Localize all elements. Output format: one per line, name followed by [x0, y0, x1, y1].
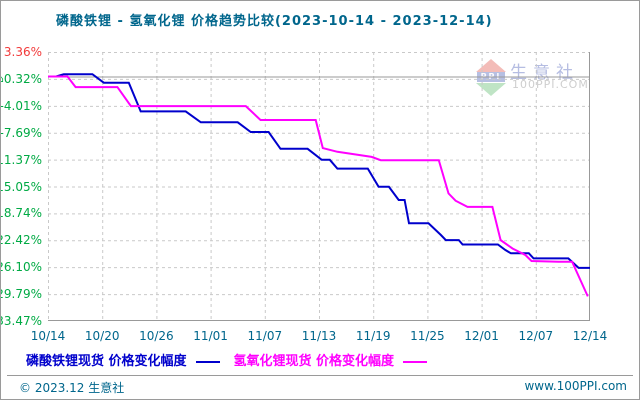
legend-line-swatch: [403, 360, 428, 363]
x-tick-label: 11/13: [301, 329, 337, 343]
x-tick-label: 11/25: [410, 329, 445, 343]
plot-canvas: [48, 52, 590, 321]
legend: 磷酸铁锂现货 价格变化幅度 氢氧化锂现货 价格变化幅度: [26, 350, 441, 369]
legend-item-0: 磷酸铁锂现货 价格变化幅度: [26, 350, 220, 369]
y-tick-label: 3.36%: [3, 45, 42, 59]
plot-area: PPI 生意社 100PPI.COM: [48, 52, 590, 321]
y-tick-label: -4.01%: [0, 98, 42, 113]
x-tick-label: 11/07: [247, 329, 283, 343]
logo-triangle-down: [476, 83, 506, 96]
home-marker-icon: ⌂: [1, 74, 4, 85]
x-tick-label: 11/01: [193, 329, 228, 343]
legend-label: 磷酸铁锂现货 价格变化幅度: [26, 354, 187, 369]
watermark-brand-text: 生意社: [510, 63, 579, 83]
chart-title: 磷酸铁锂 - 氢氧化锂 价格趋势比较(2023-10-14 - 2023-12-…: [56, 14, 493, 29]
y-tick-label: -18.74%: [1, 206, 42, 221]
x-tick-label: 12/01: [464, 329, 499, 343]
copyright-text: © 2023.12 生意社: [19, 381, 125, 395]
website-url: www.100PPI.com: [524, 379, 627, 393]
logo-triangle-up: [476, 59, 506, 72]
x-tick-label: 12/14: [572, 329, 608, 343]
x-tick-label: 10/20: [84, 329, 120, 343]
legend-label: 氢氧化锂现货 价格变化幅度: [233, 354, 395, 369]
footer-divider: [7, 375, 633, 376]
legend-item-1: 氢氧化锂现货 价格变化幅度: [234, 350, 428, 369]
y-tick-label: -15.05%: [1, 179, 42, 194]
x-tick-label: 10/26: [139, 329, 174, 343]
x-tick-label: 10/14: [30, 329, 66, 343]
footer: © 2023.12 生意社 www.100PPI.com: [1, 379, 639, 396]
series-line-1: [48, 75, 589, 297]
y-tick-label: -22.42%: [1, 233, 42, 248]
y-tick-label: -26.10%: [1, 260, 42, 275]
y-tick-label: -29.79%: [1, 287, 42, 302]
watermark-site-text: 100PPI.COM: [512, 78, 589, 91]
y-tick-label: -7.69%: [0, 125, 42, 140]
y-tick-label: ⌂0.32%: [1, 72, 42, 86]
legend-line-swatch: [195, 360, 220, 363]
y-tick-label: -33.47%: [1, 314, 42, 328]
x-tick-label: 12/07: [518, 329, 554, 343]
y-tick-label: -11.37%: [1, 152, 42, 167]
x-tick-label: 11/19: [355, 329, 391, 343]
